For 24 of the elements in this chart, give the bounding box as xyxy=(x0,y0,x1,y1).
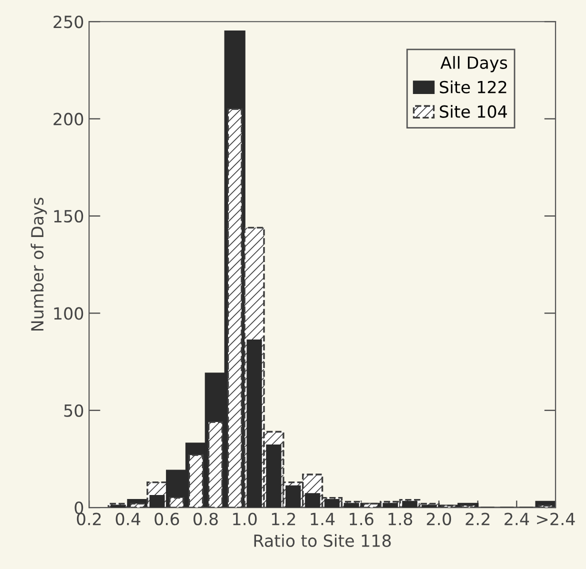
x-tick-label: 2.0 xyxy=(426,512,452,526)
x-tick-label: 0.2 xyxy=(76,512,101,526)
x-tick-label: 2.2 xyxy=(466,512,490,526)
legend-label: Site 122 xyxy=(440,80,506,94)
x-tick-label: 1.0 xyxy=(233,512,257,526)
x-tick-label: 0.4 xyxy=(116,512,140,526)
y-tick-label: 0 xyxy=(74,502,84,514)
x-tick-label: 1.6 xyxy=(350,512,374,526)
y-tick-label: 250 xyxy=(54,16,84,28)
legend-label: Site 104 xyxy=(440,104,507,118)
legend-title: All Days xyxy=(440,56,508,72)
x-tick-label: 0.8 xyxy=(194,512,218,526)
x-tick-label: 1.4 xyxy=(310,512,335,526)
x-axis-title: Ratio to Site 118 xyxy=(254,534,391,547)
y-tick-label: 50 xyxy=(64,404,84,417)
x-tick-label: 1.8 xyxy=(388,512,412,526)
x-tick-label: 1.2 xyxy=(272,512,296,526)
x-tick-label: 2.4 xyxy=(504,512,529,526)
x-tick-label: >2.4 xyxy=(537,512,575,526)
y-tick-label: 150 xyxy=(54,210,84,223)
x-tick-label: 0.6 xyxy=(154,512,180,526)
y-axis-title: Number of Days xyxy=(30,198,47,331)
y-tick-label: 200 xyxy=(54,112,84,126)
y-tick-label: 100 xyxy=(54,307,84,320)
